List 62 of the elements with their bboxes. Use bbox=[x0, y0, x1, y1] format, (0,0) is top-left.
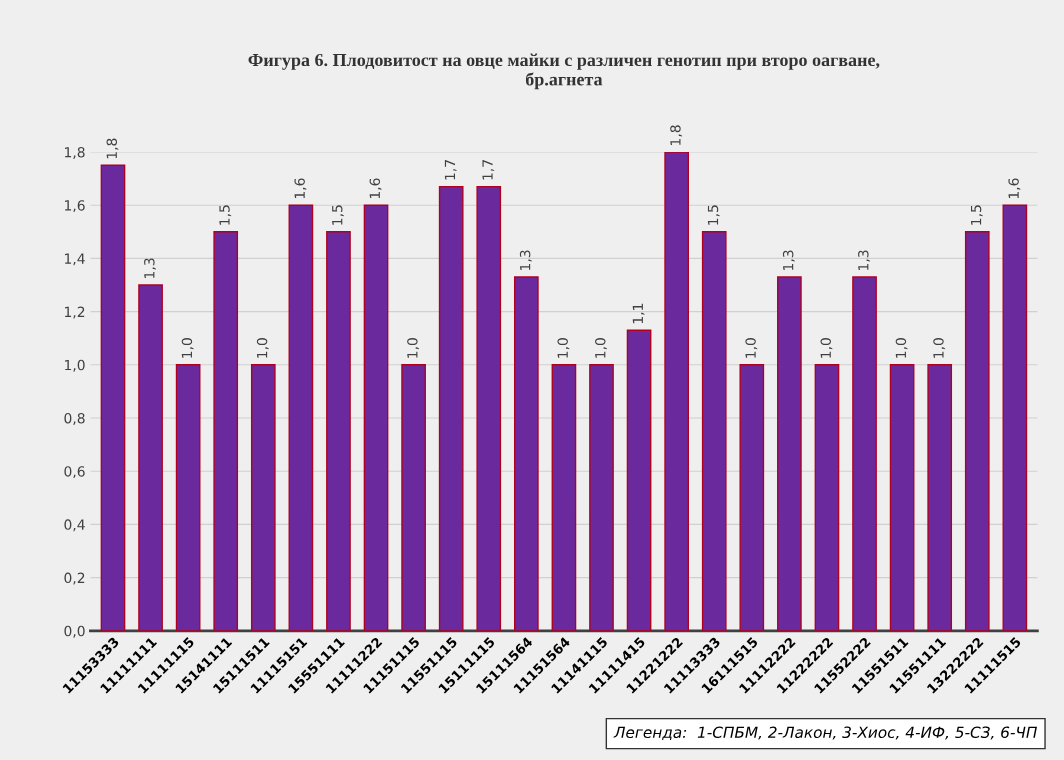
bar bbox=[626, 329, 652, 631]
data-label: 1,1 bbox=[632, 303, 645, 324]
data-label: 1,0 bbox=[181, 338, 194, 358]
y-tick-label: 0,8 bbox=[64, 412, 85, 425]
data-label: 1,0 bbox=[895, 338, 908, 358]
data-label: 1,5 bbox=[970, 205, 983, 225]
y-tick-label: 0,0 bbox=[64, 625, 85, 638]
bar bbox=[777, 276, 802, 631]
data-label: 1,0 bbox=[933, 338, 946, 358]
data-label: 1,0 bbox=[820, 338, 833, 358]
y-tick-label: 0,6 bbox=[64, 466, 85, 479]
bar bbox=[250, 364, 276, 631]
bar bbox=[213, 231, 239, 631]
y-tick-label: 0,2 bbox=[64, 572, 85, 585]
y-tick-label: 1,2 bbox=[65, 306, 85, 319]
y-tick-label: 1,6 bbox=[65, 200, 85, 213]
y-tick-label: 1,4 bbox=[65, 253, 85, 266]
data-label: 1,5 bbox=[707, 205, 720, 225]
bar bbox=[964, 231, 990, 631]
bar bbox=[138, 284, 163, 631]
bar bbox=[401, 364, 426, 631]
y-tick-label: 1,0 bbox=[65, 359, 85, 372]
data-label: 1,6 bbox=[294, 178, 307, 199]
data-label: 1,5 bbox=[219, 205, 232, 225]
bar bbox=[701, 231, 727, 631]
data-label: 1,7 bbox=[444, 160, 457, 180]
data-label: 1,0 bbox=[745, 338, 758, 358]
bar bbox=[288, 204, 314, 631]
data-label: 1,0 bbox=[557, 338, 570, 358]
bar bbox=[664, 152, 689, 631]
bar bbox=[513, 276, 539, 631]
bar bbox=[814, 364, 840, 631]
bar bbox=[476, 185, 502, 631]
data-label: 1,0 bbox=[407, 338, 420, 358]
data-label: 1,3 bbox=[144, 258, 157, 278]
bar bbox=[100, 164, 126, 631]
text: Легенда: 1-СПБМ, 2-Лакон, 3-Хиос, 4-ИФ, 5-СЗ, 6-ЧП bbox=[613, 726, 1037, 740]
bar bbox=[438, 185, 464, 631]
bar bbox=[175, 364, 201, 631]
data-label: 1,0 bbox=[256, 338, 269, 358]
bar bbox=[551, 364, 577, 631]
data-label: 1,0 bbox=[595, 338, 607, 358]
bar bbox=[363, 204, 389, 631]
bar bbox=[889, 364, 915, 631]
data-label: 1,6 bbox=[369, 178, 382, 199]
data-label: 1,8 bbox=[106, 138, 119, 159]
data-label: 1,3 bbox=[858, 250, 870, 270]
data-label: 1,6 bbox=[1008, 178, 1021, 199]
data-label: 1,8 bbox=[670, 125, 683, 145]
y-tick-label: 1,8 bbox=[65, 146, 85, 159]
chart-title: Фигура 6. Плодовитост на овце майки с различен генотип при второ оагване, бр.агнета bbox=[248, 53, 880, 90]
bar bbox=[1002, 204, 1028, 631]
bar bbox=[852, 276, 877, 631]
bar bbox=[589, 364, 614, 631]
bar bbox=[739, 364, 765, 631]
data-label: 1,3 bbox=[519, 250, 532, 270]
data-label: 1,7 bbox=[482, 160, 495, 180]
y-tick-label: 0,4 bbox=[64, 519, 85, 532]
bar bbox=[927, 364, 953, 631]
bar bbox=[326, 231, 351, 631]
data-label: 1,3 bbox=[782, 250, 795, 270]
data-label: 1,5 bbox=[332, 205, 344, 225]
